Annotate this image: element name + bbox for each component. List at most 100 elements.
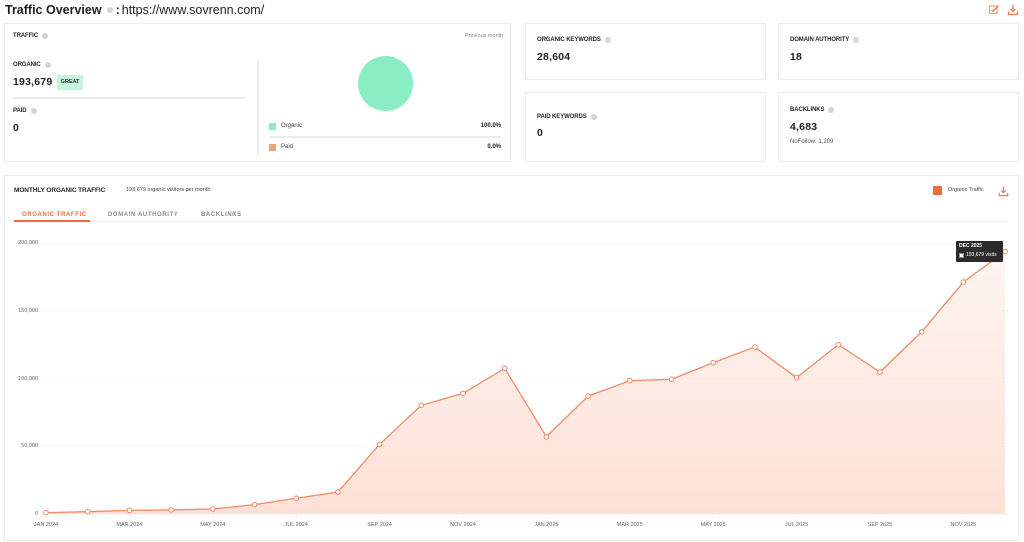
data-point[interactable] [460, 390, 466, 397]
x-tick-label: JAN 2025 [534, 522, 559, 528]
y-tick-label: 100,000 [18, 375, 38, 382]
data-point[interactable] [543, 433, 550, 440]
nofollow-count: NoFollow: 1,209 [790, 139, 834, 145]
paid-keywords-value: 0 [537, 127, 544, 139]
organic-keywords-label-text: ORGANIC KEYWORDS [537, 37, 601, 43]
x-tick-label: MAR 2024 [116, 522, 143, 528]
vertical-divider [257, 60, 259, 155]
organic-keywords-label: ORGANIC KEYWORDS [537, 37, 611, 43]
data-point[interactable] [335, 489, 341, 495]
x-tick-label: SEP 2025 [867, 522, 893, 528]
x-tick-label: JAN 2024 [33, 522, 59, 528]
y-tick-label: 200,000 [18, 240, 38, 246]
paid-legend-swatch [269, 144, 276, 151]
organic-label-text: ORGANIC [13, 62, 41, 68]
tab-domain-authority[interactable]: DOMAIN AUTHORITY [108, 212, 179, 218]
chart-title: MONTHLY ORGANIC TRAFFIC [14, 187, 106, 194]
data-point[interactable] [376, 441, 383, 448]
organic-legend-swatch [269, 123, 276, 130]
legend-swatch-organic-traffic [933, 186, 942, 195]
tabs-divider [14, 221, 1008, 222]
data-point[interactable] [668, 376, 675, 383]
data-point[interactable] [210, 506, 216, 512]
paid-traffic-value: 0 [13, 122, 20, 134]
domain-authority-label: DOMAIN AUTHORITY [790, 37, 860, 43]
organic-label: ORGANIC [13, 62, 51, 68]
tooltip-swatch [959, 252, 964, 258]
status-badge: GREAT [57, 75, 83, 90]
data-point[interactable] [293, 495, 300, 502]
backlinks-label-text: BACKLINKS [790, 107, 825, 113]
organic-traffic-area-chart[interactable] [0, 230, 1024, 542]
organic-traffic-value: 193,679 [13, 76, 53, 88]
help-icon[interactable] [44, 62, 51, 68]
traffic-label-text: TRAFFIC [13, 33, 38, 39]
traffic-pie-chart[interactable] [358, 56, 413, 111]
data-point[interactable] [960, 279, 967, 285]
x-tick-label: NOV 2025 [950, 522, 977, 528]
domain-authority-label-text: DOMAIN AUTHORITY [790, 37, 850, 43]
help-icon[interactable] [828, 107, 835, 113]
download-icon[interactable] [1007, 3, 1019, 16]
domain-url: https://www.sovrenn.com/ [121, 3, 265, 17]
domain-authority-card [778, 23, 1019, 80]
backlinks-label: BACKLINKS [790, 107, 835, 113]
chart-tooltip: DEC 2025 193,679 visits [956, 241, 1003, 262]
edit-icon[interactable] [988, 3, 1000, 15]
paid-legend-label: Paid [281, 144, 294, 150]
period-label: Previous month [465, 33, 504, 39]
title-text: Traffic Overview [5, 3, 102, 17]
title-colon: : [115, 3, 120, 17]
data-point[interactable] [251, 501, 258, 508]
data-point[interactable] [793, 374, 800, 381]
help-icon[interactable] [106, 7, 113, 13]
data-point[interactable] [585, 393, 591, 399]
data-point[interactable] [877, 369, 883, 375]
backlinks-card [778, 92, 1019, 162]
help-icon[interactable] [41, 33, 48, 39]
x-tick-label: MAY 2024 [200, 522, 226, 528]
paid-legend-value: 0.0% [487, 144, 501, 150]
paid-keywords-card [525, 92, 766, 162]
legend-divider [269, 136, 501, 138]
help-icon[interactable] [590, 114, 597, 120]
traffic-label: TRAFFIC [13, 33, 48, 39]
data-point[interactable] [835, 341, 842, 348]
organic-legend-label: Organic [281, 123, 303, 129]
chart-subtitle: 193,679 organic visitors per month [126, 187, 211, 193]
data-point[interactable] [168, 507, 174, 513]
data-point[interactable] [710, 359, 717, 366]
tab-backlinks[interactable]: BACKLINKS [201, 212, 242, 218]
y-tick-label: 150,000 [18, 307, 38, 314]
tab-organic-traffic[interactable]: ORGANIC TRAFFIC [22, 212, 87, 218]
data-point[interactable] [627, 377, 633, 384]
tooltip-row: 193,679 visits [959, 252, 1000, 258]
x-tick-label: MAY 2025 [700, 522, 726, 528]
organic-legend-value: 100.0% [480, 123, 501, 129]
paid-keywords-label: PAID KEYWORDS [537, 114, 597, 120]
data-point[interactable] [1002, 248, 1008, 255]
active-tab-indicator [14, 220, 90, 222]
help-icon[interactable] [604, 37, 611, 43]
data-point[interactable] [84, 508, 91, 515]
paid-label-text: PAID [13, 108, 27, 114]
data-point[interactable] [418, 402, 425, 409]
tooltip-value: 193,679 visits [966, 252, 997, 258]
data-point[interactable] [918, 328, 925, 335]
x-tick-label: SEP 2024 [367, 522, 392, 528]
organic-keywords-card [525, 23, 766, 80]
organic-keywords-value: 28,604 [537, 51, 571, 63]
data-point[interactable] [752, 344, 758, 350]
backlinks-value: 4,683 [790, 121, 818, 133]
chart-download-icon[interactable] [998, 184, 1009, 197]
legend-label-organic-traffic[interactable]: Organic Traffic [948, 187, 984, 193]
y-tick-label: 0 [34, 511, 38, 517]
domain-authority-value: 18 [790, 51, 803, 63]
y-tick-label: 50,000 [21, 443, 38, 450]
data-point[interactable] [126, 507, 133, 514]
help-icon[interactable] [853, 37, 860, 43]
x-tick-label: MAR 2025 [616, 522, 643, 528]
help-icon[interactable] [30, 108, 37, 114]
data-point[interactable] [501, 365, 508, 372]
divider [13, 97, 246, 99]
